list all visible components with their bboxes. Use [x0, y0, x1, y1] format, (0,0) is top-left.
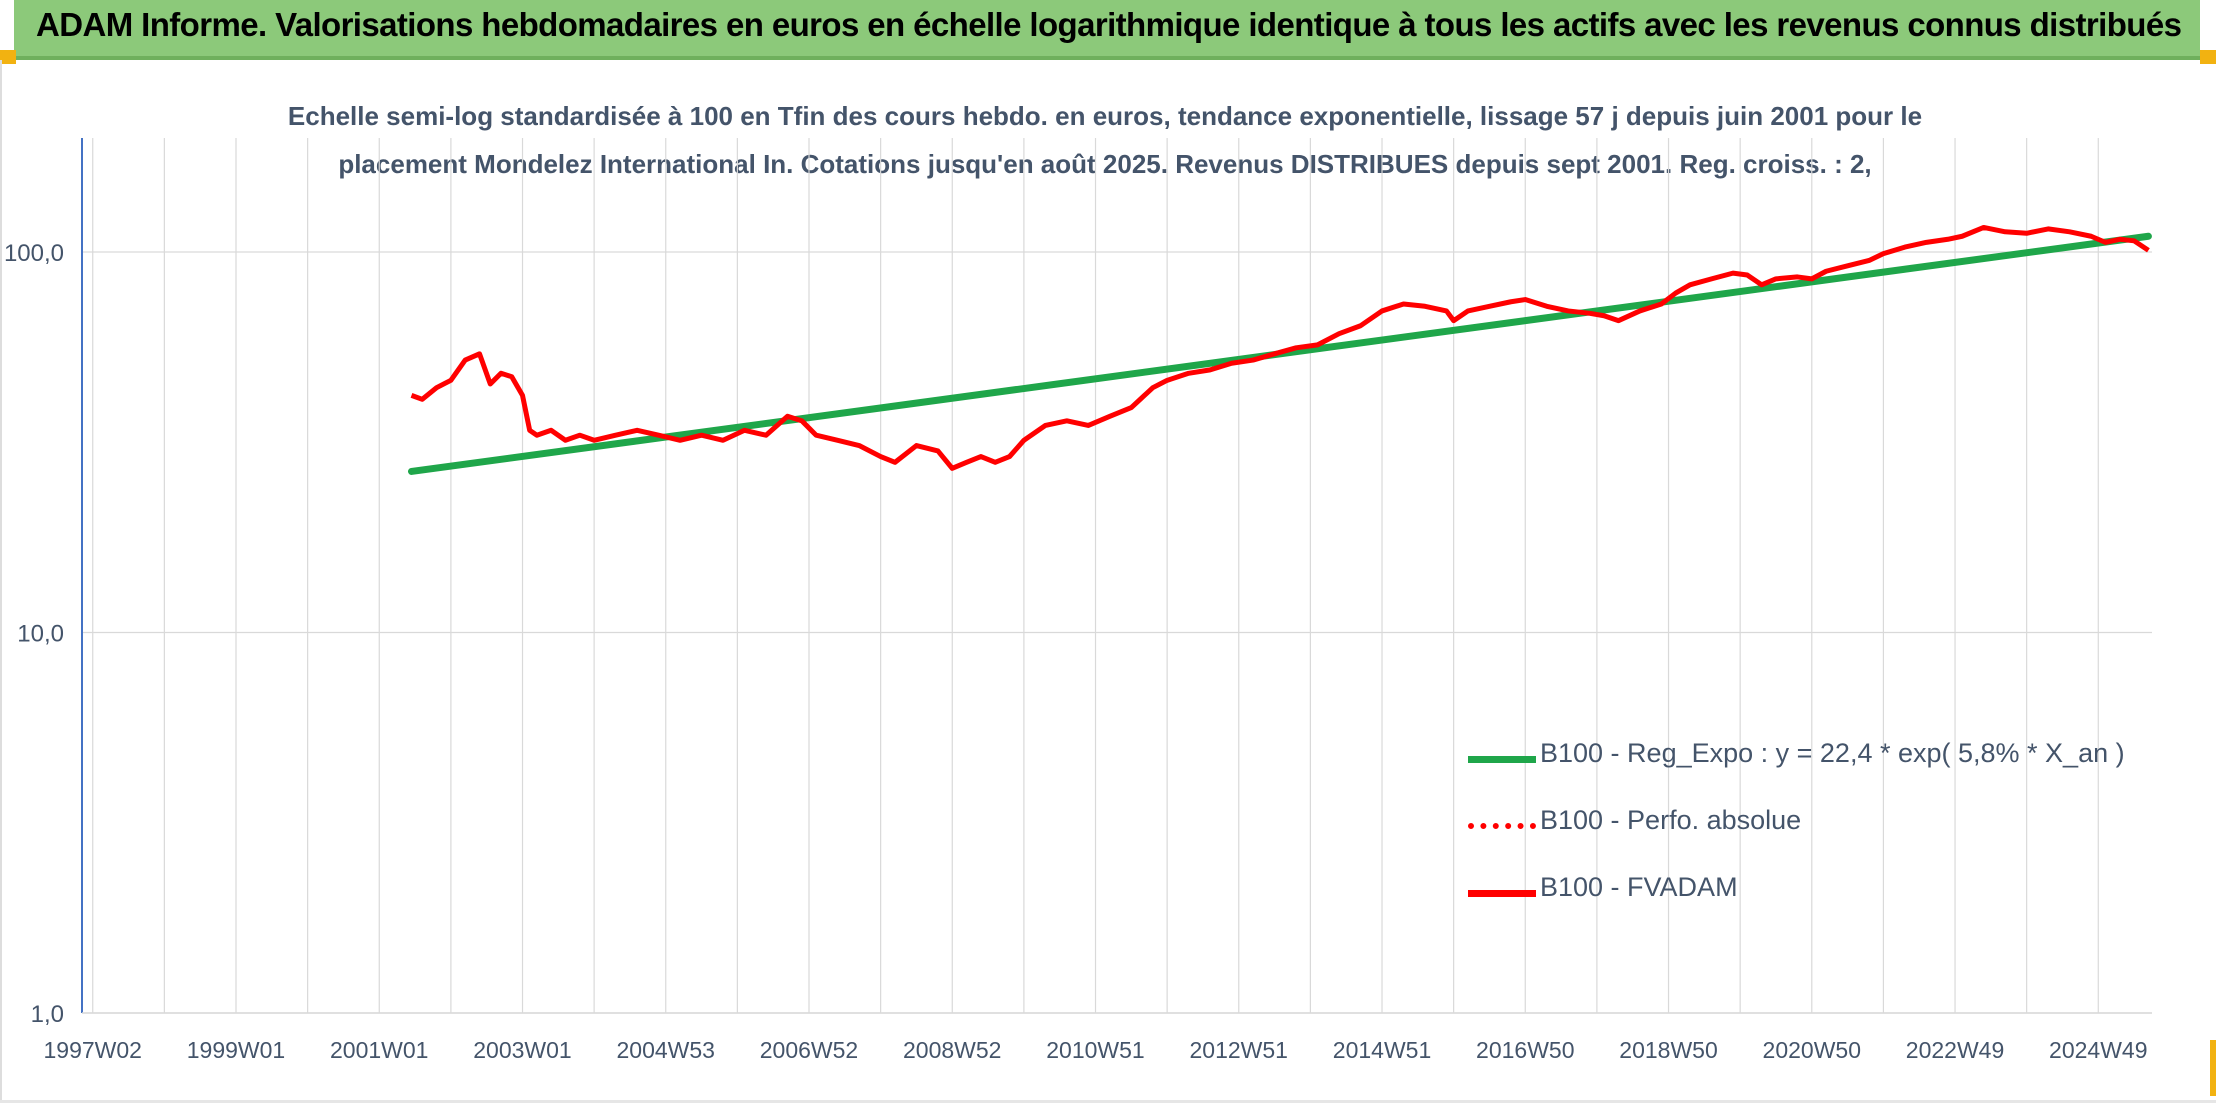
legend-label-fvadam: B100 - FVADAM [1540, 872, 1738, 902]
x-tick-label: 2022W49 [1906, 1037, 2004, 1063]
fvadam-value-line [410, 224, 2150, 471]
x-tick-label: 2014W51 [1333, 1037, 1431, 1063]
report-title: ADAM Informe. Valorisations hebdomadaire… [36, 6, 2182, 43]
corner-marker-left [0, 50, 16, 64]
legend-label-regression: B100 - Reg_Expo : y = 22,4 * exp( 5,8% *… [1540, 738, 2125, 768]
legend-item-perfo-absolue: B100 - Perfo. absolue [1468, 799, 2108, 866]
data-series [407, 224, 2152, 475]
frame-bottom-rule [0, 1100, 2216, 1103]
y-tick-label: 10,0 [17, 621, 64, 648]
x-tick-label: 1999W01 [187, 1037, 285, 1063]
y-tick-label: 1,0 [31, 1001, 64, 1028]
x-tick-label: 2001W01 [330, 1037, 428, 1063]
x-tick-label: 2024W49 [2049, 1037, 2147, 1063]
x-tick-label: 2003W01 [473, 1037, 571, 1063]
frame-left-rule [0, 60, 2, 1103]
legend-swatch-fvadam [1468, 890, 1536, 897]
x-tick-label: 1997W02 [44, 1037, 142, 1063]
legend-swatch-regression [1468, 756, 1536, 763]
axes [81, 138, 2152, 1014]
y-tick-label: 100,0 [4, 240, 64, 267]
x-tick-label: 2004W53 [617, 1037, 715, 1063]
x-tick-label: 2020W50 [1763, 1037, 1861, 1063]
legend-item-regression: B100 - Reg_Expo : y = 22,4 * exp( 5,8% *… [1468, 732, 2125, 799]
x-tick-label: 2006W52 [760, 1037, 858, 1063]
legend-label-perfo-absolue: B100 - Perfo. absolue [1540, 805, 1802, 835]
corner-marker-right [2200, 50, 2216, 64]
chart-subtitle-line-1: Echelle semi-log standardisée à 100 en T… [287, 101, 1923, 131]
x-tick-label: 2018W50 [1619, 1037, 1717, 1063]
report-banner: ADAM Informe. Valorisations hebdomadaire… [14, 0, 2200, 60]
x-tick-label: 2016W50 [1476, 1037, 1574, 1063]
chart-legend: B100 - Reg_Expo : y = 22,4 * exp( 5,8% *… [1468, 732, 2125, 933]
legend-item-fvadam: B100 - FVADAM [1468, 866, 2108, 933]
gridlines [82, 138, 2152, 1014]
side-marker-right [2210, 1040, 2216, 1096]
legend-swatch-perfo-absolue [1468, 823, 1536, 829]
x-tick-label: 2008W52 [903, 1037, 1001, 1063]
x-tick-label: 2010W51 [1046, 1037, 1144, 1063]
x-tick-label: 2012W51 [1190, 1037, 1288, 1063]
tick-labels: 100,0 10,0 1,0 1997W02 1999W01 2001W01 2003W01… [4, 240, 2148, 1063]
